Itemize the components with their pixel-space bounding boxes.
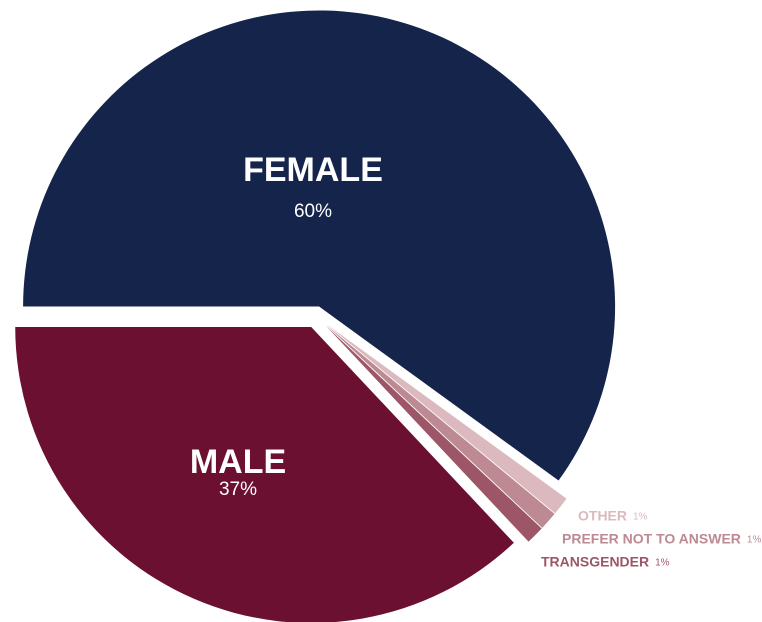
pie-slice [15,327,514,622]
slice-label: OTHER [578,508,627,524]
slice-label: MALE [190,443,286,481]
pie-slice [326,325,555,528]
pie-slice [23,10,616,481]
slice-label: FEMALE [243,151,383,189]
slice-value-label: 37% [219,479,257,500]
slice-value-label: 60% [294,201,332,222]
slice-value-label: 1% [747,535,762,546]
slice-value-label: 1% [633,512,648,523]
slice-value-label: 1% [655,558,670,569]
slice-label: PREFER NOT TO ANSWER [562,531,741,547]
slice-label: TRANSGENDER [541,554,649,570]
pie-slice [325,325,542,542]
pie-slice [327,324,567,514]
